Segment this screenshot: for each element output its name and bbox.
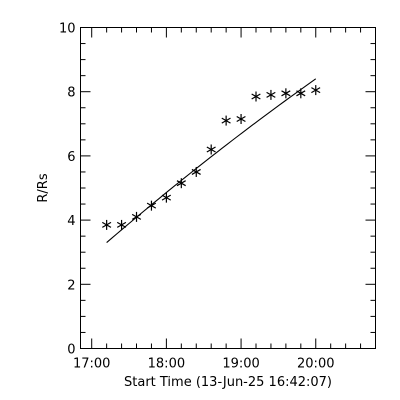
data-point: [236, 113, 246, 124]
x-axis-label: Start Time (13-Jun-25 16:42:07): [124, 375, 332, 390]
x-tick-label: 17:00: [73, 357, 110, 372]
y-tick-label: 6: [67, 150, 75, 165]
data-point: [221, 115, 231, 126]
data-point: [131, 211, 142, 222]
x-tick-label: 20:00: [297, 357, 334, 372]
data-point: [311, 85, 321, 96]
axis-ticks: [80, 27, 376, 349]
trend-line: [106, 78, 317, 243]
y-tick-label: 10: [59, 22, 76, 37]
data-point: [206, 144, 216, 155]
y-tick-label: 2: [67, 278, 75, 293]
x-tick-label: 18:00: [148, 357, 185, 372]
plot-frame: [80, 27, 376, 349]
data-points-series: [101, 85, 321, 230]
data-point: [191, 166, 201, 177]
data-point: [146, 200, 157, 211]
trend-line-series: [106, 78, 317, 243]
x-tick-labels: 17:00 18:00 19:00 20:00: [73, 357, 335, 372]
data-point: [281, 88, 291, 99]
y-tick-label: 0: [67, 343, 75, 358]
y-tick-label: 8: [67, 86, 75, 101]
data-point: [251, 91, 261, 102]
y-tick-labels: 0 2 4 6 8 10: [59, 22, 76, 358]
data-point: [176, 178, 186, 189]
x-tick-label: 19:00: [222, 357, 259, 372]
data-point: [296, 88, 306, 99]
data-point: [116, 219, 127, 230]
data-point: [161, 192, 172, 203]
y-axis-label: R/Rs: [36, 173, 51, 202]
data-point: [266, 89, 276, 100]
y-tick-label: 4: [67, 214, 75, 229]
data-point: [101, 219, 112, 230]
